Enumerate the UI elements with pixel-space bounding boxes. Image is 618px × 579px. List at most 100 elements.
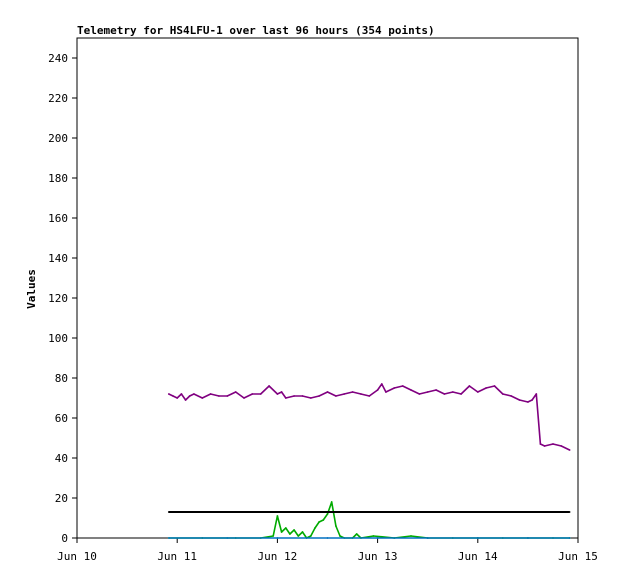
data-point [322, 519, 325, 521]
data-point [297, 535, 300, 537]
series-line-1 [168, 501, 570, 539]
y-tick-label: 180 [48, 172, 68, 185]
data-point [167, 393, 170, 395]
data-point [385, 391, 387, 393]
data-point [176, 397, 179, 399]
data-point [234, 391, 237, 393]
data-point [435, 389, 437, 391]
data-point [167, 511, 170, 513]
data-point [284, 397, 287, 399]
data-point [393, 387, 396, 389]
data-point [209, 393, 212, 395]
data-point [380, 383, 383, 385]
data-point [418, 393, 421, 395]
data-point [360, 393, 362, 395]
y-tick-label: 240 [48, 52, 68, 65]
data-point [289, 533, 291, 535]
data-point [476, 537, 479, 539]
data-point [468, 385, 471, 387]
data-point [339, 535, 341, 537]
data-point [335, 395, 337, 397]
data-point [410, 535, 412, 537]
data-point [172, 395, 174, 397]
data-point [543, 445, 546, 447]
y-axis: 0 20 40 60 80 100 120 140 160 180 200 220 240 [48, 52, 77, 545]
data-point [188, 395, 191, 397]
y-tick-label: 60 [55, 412, 68, 425]
data-point [568, 537, 571, 539]
data-point [501, 393, 504, 395]
data-point [326, 513, 329, 515]
data-point [184, 399, 187, 401]
data-point [226, 537, 229, 539]
plot-frame [76, 37, 579, 539]
data-point [218, 395, 220, 397]
data-point [301, 531, 304, 533]
y-tick-label: 0 [61, 532, 68, 545]
data-point [326, 391, 329, 393]
data-point [527, 401, 529, 403]
x-tick-label: Jun 13 [358, 550, 398, 563]
data-point [376, 389, 379, 391]
data-point [368, 395, 371, 397]
data-point [167, 537, 170, 539]
y-tick-label: 160 [48, 212, 68, 225]
data-point [410, 389, 412, 391]
x-tick-label: Jun 14 [458, 550, 498, 563]
data-point [314, 527, 316, 529]
series-lines [167, 383, 571, 539]
data-point [460, 393, 462, 395]
data-point [485, 387, 487, 389]
data-point [243, 397, 245, 399]
x-tick-label: Jun 15 [558, 550, 598, 563]
data-point [527, 537, 529, 539]
data-point [276, 393, 279, 395]
data-point [510, 395, 513, 397]
data-point [309, 397, 312, 399]
data-point [531, 399, 533, 401]
y-tick-label: 120 [48, 292, 68, 305]
y-tick-label: 200 [48, 132, 68, 145]
data-point [251, 393, 254, 395]
data-point [539, 443, 542, 445]
data-point [284, 527, 287, 529]
data-point [493, 385, 496, 387]
data-point [276, 515, 279, 517]
data-point [272, 535, 275, 537]
data-point [318, 521, 320, 523]
y-tick-label: 140 [48, 252, 68, 265]
data-point [309, 535, 312, 537]
data-point [568, 511, 571, 513]
data-point [372, 535, 375, 537]
x-axis: Jun 10 Jun 11 Jun 12 Jun 13 Jun 14 Jun 15 [57, 538, 598, 563]
data-point [552, 443, 554, 445]
data-point [180, 393, 183, 395]
data-point [268, 385, 270, 387]
data-point [560, 445, 563, 447]
data-point [568, 449, 571, 451]
data-point [451, 391, 454, 393]
data-point [259, 393, 262, 395]
data-point [293, 395, 295, 397]
data-point [280, 531, 283, 533]
data-point [351, 391, 354, 393]
data-point [276, 537, 279, 539]
series-line-0 [168, 383, 570, 451]
x-tick-label: Jun 10 [57, 550, 97, 563]
data-point [335, 525, 337, 527]
data-point [376, 537, 379, 539]
data-point [476, 391, 479, 393]
x-tick-label: Jun 11 [157, 550, 197, 563]
y-tick-label: 220 [48, 92, 68, 105]
y-axis-label: Values [25, 269, 38, 309]
data-point [426, 391, 429, 393]
chart-title: Telemetry for HS4LFU-1 over last 96 hour… [77, 24, 435, 37]
data-point [343, 393, 346, 395]
data-point [518, 399, 521, 401]
data-point [293, 529, 295, 531]
x-tick-label: Jun 12 [258, 550, 298, 563]
y-tick-label: 20 [55, 492, 68, 505]
data-point [330, 501, 333, 503]
y-tick-label: 40 [55, 452, 68, 465]
data-point [535, 393, 538, 395]
